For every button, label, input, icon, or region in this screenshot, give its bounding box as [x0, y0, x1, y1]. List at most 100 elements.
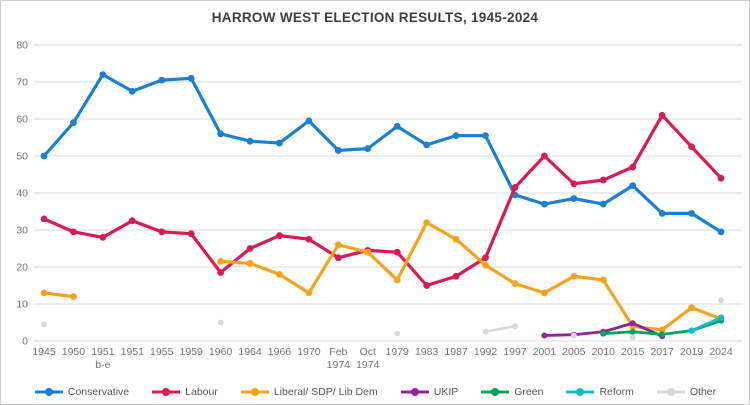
data-point-liberal-sdp-lib-dem [540, 289, 548, 297]
data-point-conservative [128, 87, 136, 95]
data-point-labour [717, 174, 725, 182]
data-point-liberal-sdp-lib-dem [305, 289, 313, 297]
data-point-liberal-sdp-lib-dem [688, 304, 695, 312]
legend-item-other: Other [656, 386, 716, 398]
data-point-conservative [540, 200, 548, 208]
data-point-conservative [40, 152, 48, 160]
legend-item-labour: Labour [151, 386, 218, 398]
data-point-other [570, 332, 577, 339]
legend-marker-icon [152, 388, 181, 396]
data-point-reform [688, 327, 695, 334]
x-tick-label: 1960 [209, 346, 233, 358]
y-tick-label: 30 [16, 225, 28, 237]
data-point-conservative [658, 209, 666, 217]
data-point-green [600, 330, 607, 337]
data-point-ukip [541, 332, 548, 339]
data-point-labour [452, 272, 460, 280]
data-point-labour [99, 234, 107, 241]
data-point-conservative [570, 195, 578, 202]
data-point-liberal-sdp-lib-dem [217, 258, 225, 265]
series-line-liberal-sdp-lib-dem [42, 291, 76, 299]
legend-label: Reform [599, 386, 634, 398]
data-point-other [629, 334, 636, 341]
data-point-labour [511, 184, 519, 191]
data-point-conservative [99, 71, 107, 78]
data-point-liberal-sdp-lib-dem [658, 326, 666, 334]
data-point-other [217, 319, 224, 326]
data-point-labour [570, 180, 578, 188]
data-point-liberal-sdp-lib-dem [511, 280, 519, 288]
x-tick-label: 1979 [386, 346, 410, 358]
data-point-conservative [217, 130, 225, 138]
x-tick-label: 1951 [121, 346, 145, 358]
data-point-conservative [364, 145, 372, 153]
data-point-conservative [158, 76, 166, 84]
data-point-labour [629, 163, 637, 171]
data-point-conservative [717, 228, 725, 236]
data-point-other [41, 321, 47, 328]
data-point-liberal-sdp-lib-dem [70, 293, 77, 300]
data-point-other [394, 330, 401, 337]
data-point-other [718, 297, 724, 304]
y-tick-label: 10 [16, 299, 28, 311]
x-tick-label: 1959 [179, 346, 203, 358]
series-line-other [484, 324, 517, 333]
legend-item-ukip: UKIP [400, 386, 459, 398]
data-point-labour [688, 143, 695, 151]
x-tick-label: 1992 [474, 346, 498, 358]
legend-marker-icon [566, 388, 595, 396]
x-tick-label: 2005 [562, 346, 586, 358]
legend-item-conservative: Conservative [34, 386, 129, 398]
y-tick-label: 70 [16, 77, 28, 89]
x-tick-label: 1966 [268, 346, 292, 358]
data-point-liberal-sdp-lib-dem [570, 272, 578, 280]
x-tick-label: 2010 [592, 346, 616, 358]
data-point-liberal-sdp-lib-dem [40, 289, 48, 297]
data-point-conservative [423, 141, 431, 149]
data-point-conservative [334, 147, 342, 154]
x-tick-label: 1970 [297, 346, 321, 358]
series-line-conservative [42, 72, 723, 234]
data-point-labour [305, 235, 313, 243]
y-tick-label: 60 [16, 114, 28, 126]
x-tick-label: 1983 [415, 346, 439, 358]
legend-label: UKIP [433, 386, 459, 398]
x-tick-label: Oct [360, 346, 376, 358]
x-tick-label: 1997 [503, 346, 527, 358]
data-point-conservative [599, 200, 607, 208]
legend-label: Liberal/ SDP/ Lib Dem [273, 386, 378, 398]
legend-label: Other [689, 386, 717, 398]
legend-marker-icon [400, 388, 429, 396]
x-tick-label: 2019 [680, 346, 704, 358]
legend-marker-icon [240, 388, 269, 396]
x-tick-label: 2017 [650, 346, 674, 358]
data-point-labour [540, 152, 548, 160]
legend-marker-icon [656, 388, 685, 396]
x-tick-label: b-e [95, 359, 110, 371]
x-tick-label: 1974 [356, 359, 380, 371]
data-point-liberal-sdp-lib-dem [334, 241, 342, 249]
data-point-conservative [452, 132, 460, 140]
data-point-liberal-sdp-lib-dem [276, 271, 283, 278]
data-point-green [629, 328, 636, 335]
data-point-labour [599, 176, 607, 184]
legend-label: Conservative [67, 386, 130, 398]
data-point-reform [717, 314, 725, 321]
data-point-liberal-sdp-lib-dem [452, 235, 460, 243]
legend: Conservative Labour Liberal/ SDP/ Lib Dem U… [1, 386, 749, 398]
data-point-conservative [305, 117, 313, 125]
data-point-conservative [688, 209, 695, 217]
legend-marker-icon [481, 388, 510, 396]
data-point-liberal-sdp-lib-dem [482, 261, 489, 269]
chart-title: HARROW WEST ELECTION RESULTS, 1945-2024 [211, 10, 539, 25]
x-tick-label: 2024 [709, 346, 733, 358]
legend-marker-icon [34, 388, 63, 396]
legend-item-reform: Reform [565, 386, 634, 398]
data-point-liberal-sdp-lib-dem [423, 219, 431, 227]
data-point-green [659, 331, 666, 338]
legend-label: Labour [185, 386, 218, 398]
x-tick-label: Feb [329, 346, 347, 358]
data-point-conservative [276, 139, 283, 147]
data-point-labour [423, 282, 431, 289]
